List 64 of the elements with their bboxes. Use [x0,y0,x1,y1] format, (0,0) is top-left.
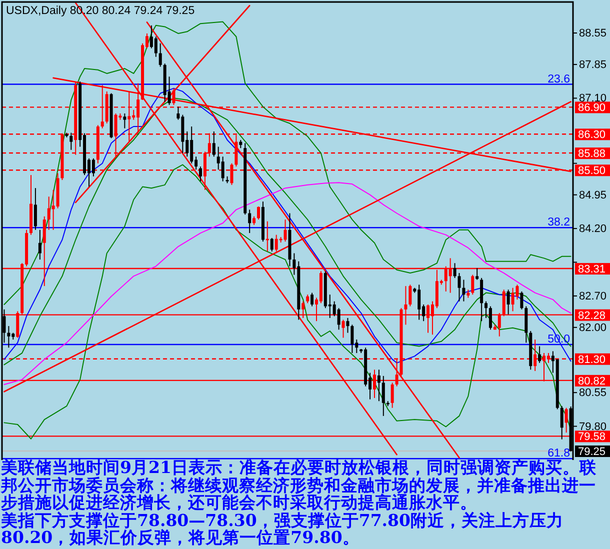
ref-line-label: 85.50 [578,165,606,178]
candlestick [453,262,456,278]
y-tick-label: 79.80 [579,420,607,433]
candlestick [284,219,287,242]
candlestick [471,274,474,296]
candlestick [480,277,484,322]
candlestick [520,290,524,310]
annotation: 美联储当地时间9月21日表示：准备在必要时放松银根，同时强调资产购买。联邦公开市场委员会称：将继续观察经济形势和金融市场的发展，并准备推出进一步措施以促进经济增长，还可能会不时采取行动提高通胀水平。 [1,458,598,512]
ref-line-label: 79.25 [578,446,606,458]
text: 美指下方支撑位于78.80—78.30，强支撑位于77.80附近，关注上方压力80.20，如果汇价反弹，将见第一位置79.80。 [1,510,565,548]
candlestick [342,319,345,338]
candlestick [408,284,412,307]
candlestick [382,375,385,416]
candlestick [458,272,461,302]
candlestick [310,292,314,307]
candlestick [248,209,252,234]
y-tick-label: 82.00 [579,322,607,334]
candlestick [564,407,568,434]
candlestick [158,42,162,68]
candlestick [511,287,514,312]
line-series [4,21,572,305]
candlestick [123,112,126,129]
candlestick [516,284,519,300]
candlestick [34,188,37,230]
candlestick [221,156,224,182]
ref-line-label: 85.88 [578,148,606,160]
candlestick [506,289,510,315]
line-series [4,182,572,385]
candlestick [346,317,350,334]
candlestick [560,406,564,440]
candlestick [212,130,216,158]
candlestick [484,300,488,318]
ref-line-label: 83.31 [578,264,606,276]
candlestick [350,324,354,354]
candlestick [7,326,10,348]
y-tick-label: 84.20 [579,223,607,236]
candlestick [38,229,42,260]
annotation: 23.6 [548,73,570,86]
candlestick [70,132,73,150]
ref-line-label: 79.58 [578,431,606,444]
candlestick [257,206,260,220]
ref-line-label: 80.82 [578,375,606,388]
candlestick [337,308,340,330]
ref-line-label: 82.28 [578,310,606,322]
ref-line-label: 81.30 [578,354,606,366]
candlestick [92,158,95,177]
candlestick [476,268,479,280]
y-tick-label: 88.55 [579,28,607,40]
ref-line-label: 86.90 [578,102,606,114]
candlestick [462,279,466,302]
y-tick-label: 80.55 [579,387,607,400]
candlestick [538,346,542,364]
candlestick [488,306,492,330]
line-series [4,164,572,440]
candlestick [199,166,202,182]
y-tick-label: 82.70 [579,290,607,302]
ref-line-label: 86.30 [578,129,606,142]
annotation: 38.2 [548,216,570,229]
candlestick [270,237,274,252]
y-tick-label: 87.85 [579,58,607,71]
candlestick [154,36,158,58]
candlestick [377,369,380,402]
annotation: 61.8 [548,448,570,460]
y-tick-label: 84.95 [579,189,607,202]
